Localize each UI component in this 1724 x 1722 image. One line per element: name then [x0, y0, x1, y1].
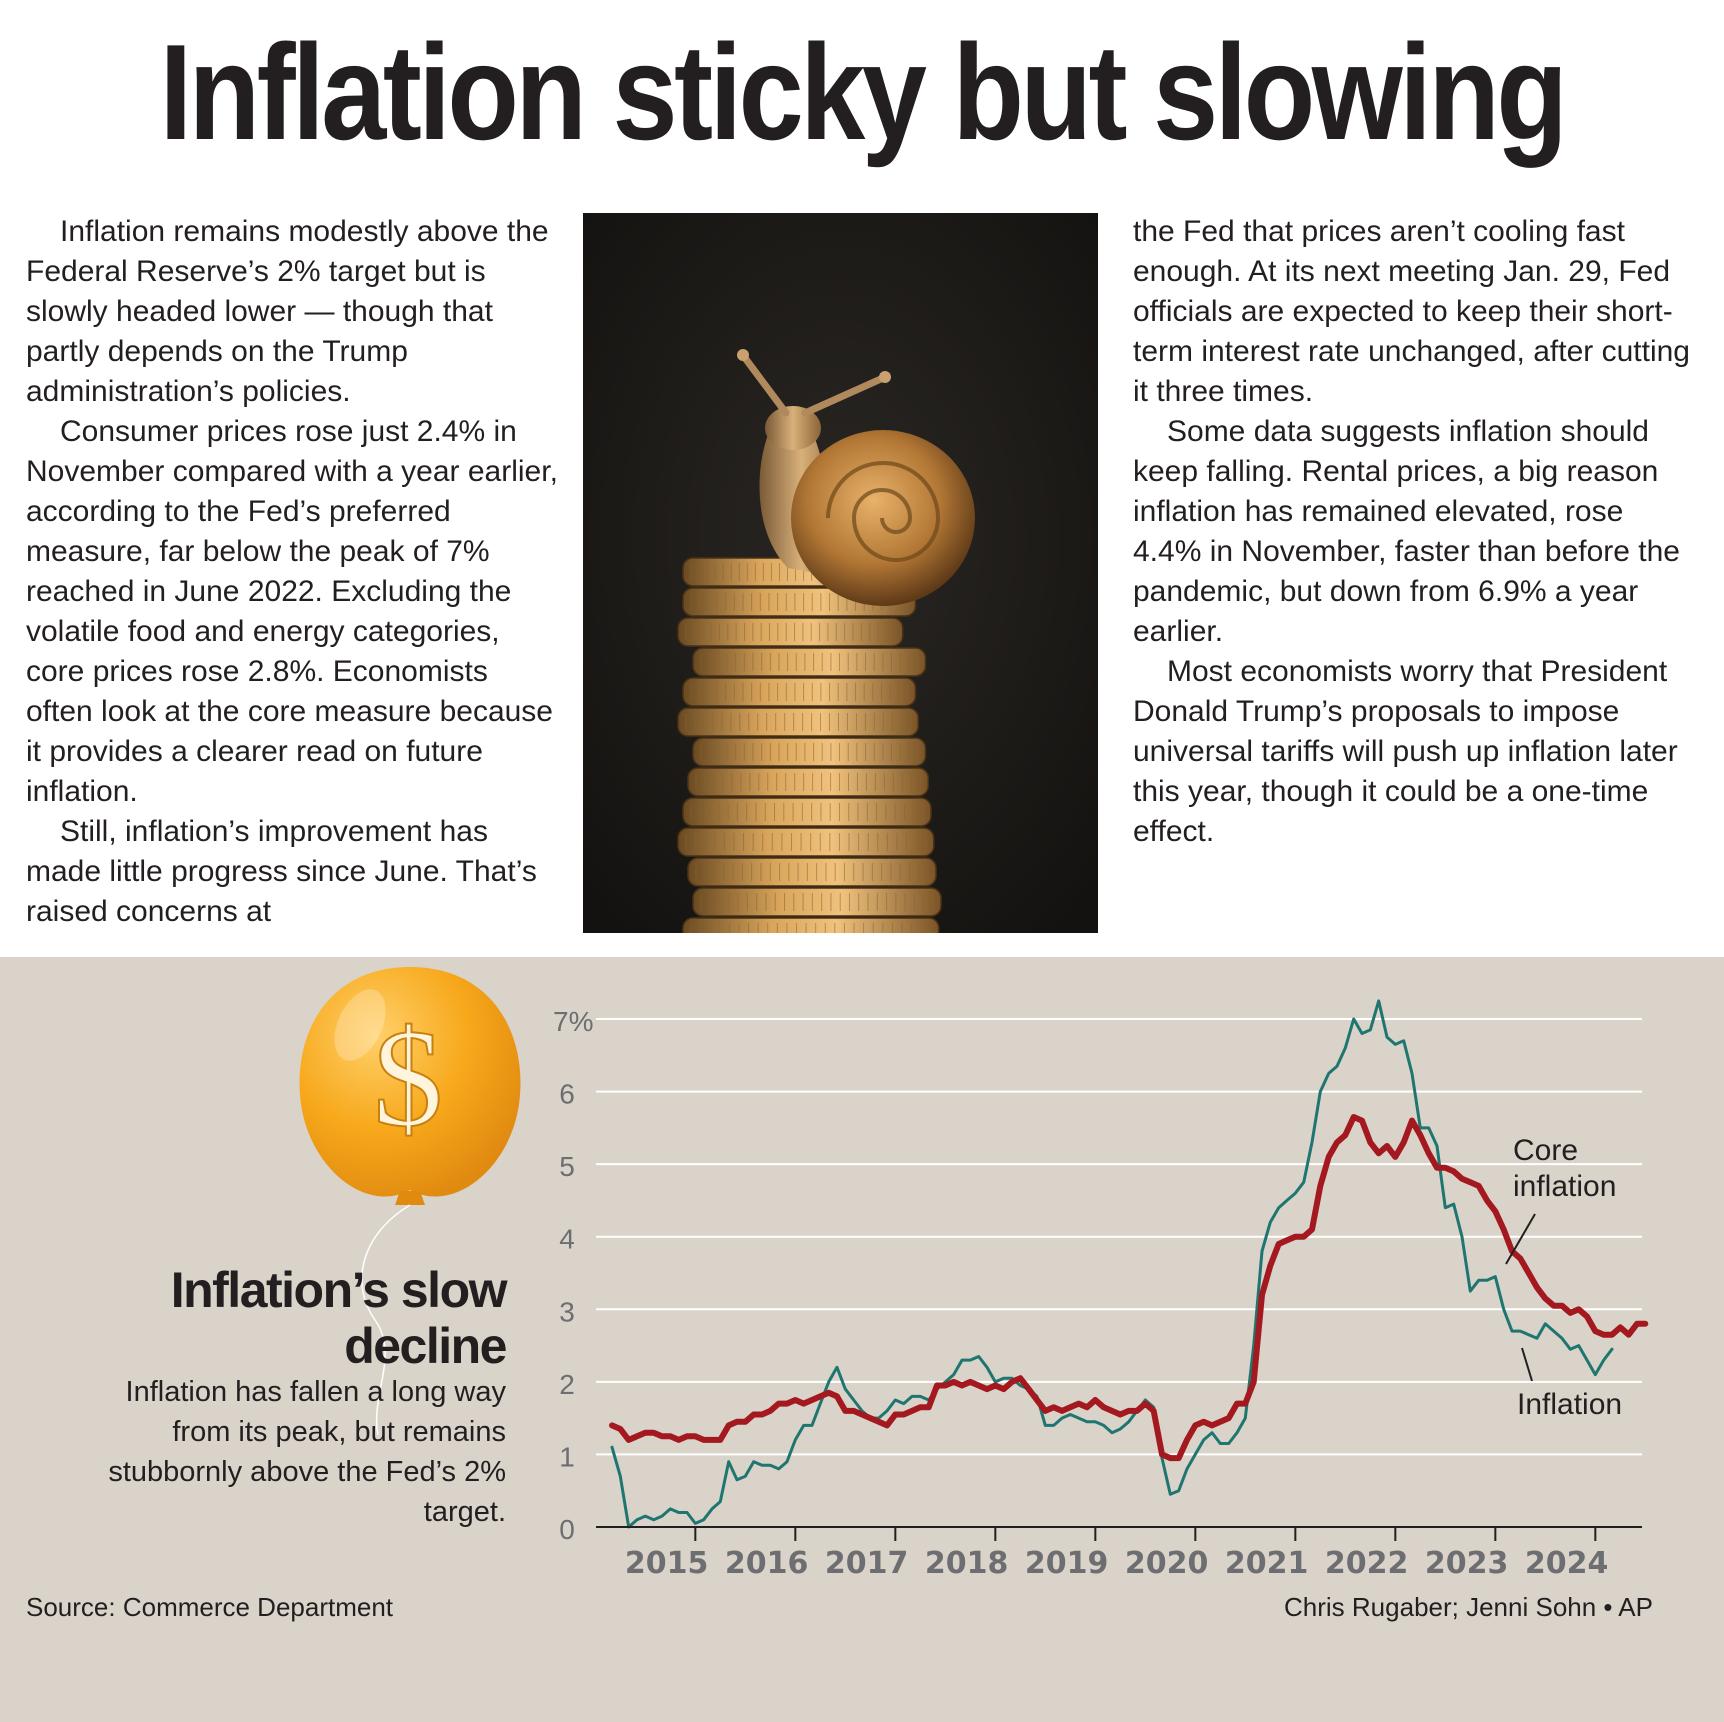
chart-panel: [0, 957, 1724, 1722]
graphic-subtitle: Inflation has fallen a long way from its…: [108, 1376, 506, 1528]
graphic-title-line-1: Inflation’s slow: [170, 1262, 508, 1318]
coin: [677, 707, 919, 737]
credit-line: Chris Rugaber; Jenni Sohn • AP: [1284, 1592, 1653, 1622]
coin: [692, 737, 927, 767]
article-paragraph: Most economists worry that President Don…: [1133, 655, 1678, 848]
coin: [682, 797, 932, 827]
x-tick-label: 2020: [1125, 1546, 1209, 1581]
article-column-left: Inflation remains modestly above the Fed…: [26, 212, 561, 932]
dollar-balloon-icon: $: [299, 967, 521, 1436]
x-tick-label: 2018: [925, 1546, 1009, 1581]
series-label-line: Core: [1513, 1134, 1578, 1167]
y-tick-label: 3: [559, 1296, 575, 1327]
inflation-label-leader: [1521, 1347, 1533, 1382]
snail-on-coins-photo: [583, 213, 1098, 933]
x-tick-label: 2023: [1425, 1546, 1509, 1581]
coin-stack-illustration: [677, 557, 942, 933]
series-label-core-inflation: Core inflation: [1513, 1134, 1616, 1203]
article-paragraph: Some data suggests inflation should keep…: [1133, 415, 1680, 648]
x-tick-label: 2022: [1325, 1546, 1409, 1581]
coin: [687, 857, 937, 887]
coin: [692, 887, 942, 917]
article-paragraph: the Fed that prices aren’t cooling fast …: [1133, 215, 1690, 408]
y-tick-label: 7%: [553, 1006, 593, 1037]
balloon-dollar-sign: $: [373, 1001, 443, 1156]
y-tick-label: 5: [559, 1151, 575, 1182]
x-tick-label: 2016: [725, 1546, 809, 1581]
x-tick-label: 2024: [1525, 1546, 1609, 1581]
y-tick-label: 4: [559, 1224, 575, 1255]
coin: [677, 617, 904, 647]
coin: [677, 827, 935, 857]
x-tick-label: 2021: [1225, 1546, 1309, 1581]
x-tick-label: 2015: [625, 1546, 709, 1581]
x-tick-label: 2017: [825, 1546, 909, 1581]
source-note: Source: Commerce Department: [26, 1592, 394, 1622]
series-label-line: inflation: [1513, 1170, 1616, 1203]
y-tick-label: 1: [559, 1441, 575, 1472]
series-label-inflation: Inflation: [1517, 1388, 1622, 1421]
coin: [692, 647, 927, 677]
y-tick-label: 2: [559, 1369, 575, 1400]
y-tick-label: 6: [559, 1079, 575, 1110]
article-paragraph: Consumer prices rose just 2.4% in Novemb…: [26, 415, 558, 808]
article-paragraph: Inflation remains modestly above the Fed…: [26, 215, 549, 408]
article-paragraph: Still, inflation’s improvement has made …: [26, 815, 537, 928]
graphic-title-line-2: decline: [344, 1318, 507, 1374]
x-tick-label: 2019: [1025, 1546, 1109, 1581]
inflation-line: [610, 999, 1614, 1529]
y-tick-label: 0: [559, 1514, 575, 1545]
article-column-right: the Fed that prices aren’t cooling fast …: [1133, 212, 1698, 852]
core-inflation-line: [609, 1114, 1649, 1462]
coin: [682, 677, 917, 707]
coin: [687, 767, 929, 797]
core-label-leader: [1505, 1213, 1536, 1265]
headline: Inflation sticky but slowing: [159, 16, 1568, 168]
coin: [682, 917, 940, 933]
